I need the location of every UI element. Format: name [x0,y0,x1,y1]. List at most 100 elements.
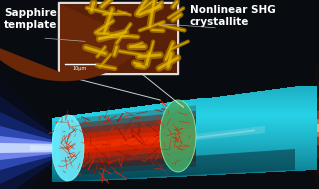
Bar [52,166,317,167]
Bar [272,89,317,90]
Bar [52,148,317,150]
Bar [77,114,317,115]
Text: Nonlinear SHG
crystallite: Nonlinear SHG crystallite [190,5,276,27]
Bar [52,132,317,133]
Bar [52,176,167,178]
Bar [52,149,317,151]
Bar [52,136,317,137]
Bar [52,118,317,119]
Bar [52,168,317,169]
Bar [52,138,317,139]
Bar [52,153,317,155]
Bar [52,175,187,177]
Polygon shape [60,122,196,160]
Bar [130,107,317,108]
Polygon shape [0,4,144,81]
Bar [55,117,317,118]
Bar [100,111,317,112]
Bar [52,122,317,123]
Polygon shape [0,143,68,153]
Polygon shape [0,136,68,160]
Bar [52,130,317,132]
Polygon shape [68,149,295,181]
Bar [52,120,317,121]
Polygon shape [295,96,319,160]
Bar [235,94,317,95]
Bar [220,96,317,97]
Bar [52,135,317,136]
Bar [52,144,317,145]
Bar [52,137,317,138]
Bar [52,140,317,141]
Ellipse shape [52,115,84,181]
Ellipse shape [160,100,196,172]
Bar [295,86,317,88]
Polygon shape [295,124,319,132]
Bar [257,91,317,92]
Polygon shape [60,105,196,176]
Polygon shape [0,96,68,189]
Bar [152,104,317,106]
Bar [52,158,317,159]
Bar [52,119,317,120]
Polygon shape [0,112,68,184]
Bar [280,88,317,89]
Bar [52,169,317,170]
Bar [52,122,317,124]
Bar [137,106,317,108]
FancyBboxPatch shape [58,2,178,74]
Polygon shape [88,126,265,152]
Bar [52,150,317,152]
Text: Sapphire
template: Sapphire template [4,8,57,30]
Bar [52,180,88,181]
Bar [52,173,226,175]
Bar [287,87,317,88]
Bar [52,134,317,136]
Polygon shape [295,63,319,189]
Polygon shape [295,127,300,129]
Bar [52,164,317,165]
Bar [122,108,317,109]
Bar [52,172,246,174]
Bar [52,146,317,148]
Bar [52,162,317,163]
Bar [115,109,317,111]
Bar [52,121,317,122]
Bar [52,157,317,158]
Polygon shape [60,128,196,155]
Bar [52,126,317,128]
Polygon shape [60,116,196,166]
Bar [145,105,317,107]
Polygon shape [0,78,68,189]
Bar [52,125,317,127]
Bar [52,170,286,172]
Bar [205,98,317,99]
Bar [52,178,127,180]
Bar [52,145,317,146]
Bar [52,179,108,180]
Bar [160,103,317,105]
Bar [52,155,317,156]
Polygon shape [295,119,319,137]
Bar [52,127,317,129]
Polygon shape [60,132,196,151]
Text: 10μm: 10μm [73,66,87,71]
Bar [227,95,317,96]
Bar [167,102,317,104]
Polygon shape [0,126,68,170]
Bar [52,159,317,160]
Polygon shape [295,110,319,146]
Bar [52,143,317,144]
Bar [52,156,317,157]
Bar [52,151,317,153]
Bar [52,147,317,149]
Bar [197,98,317,100]
Bar [52,170,306,171]
Bar [92,112,317,113]
Bar [52,181,68,182]
Bar [52,165,317,166]
Bar [85,113,317,114]
Bar [175,101,317,103]
Bar [62,116,317,117]
Bar [52,167,317,168]
